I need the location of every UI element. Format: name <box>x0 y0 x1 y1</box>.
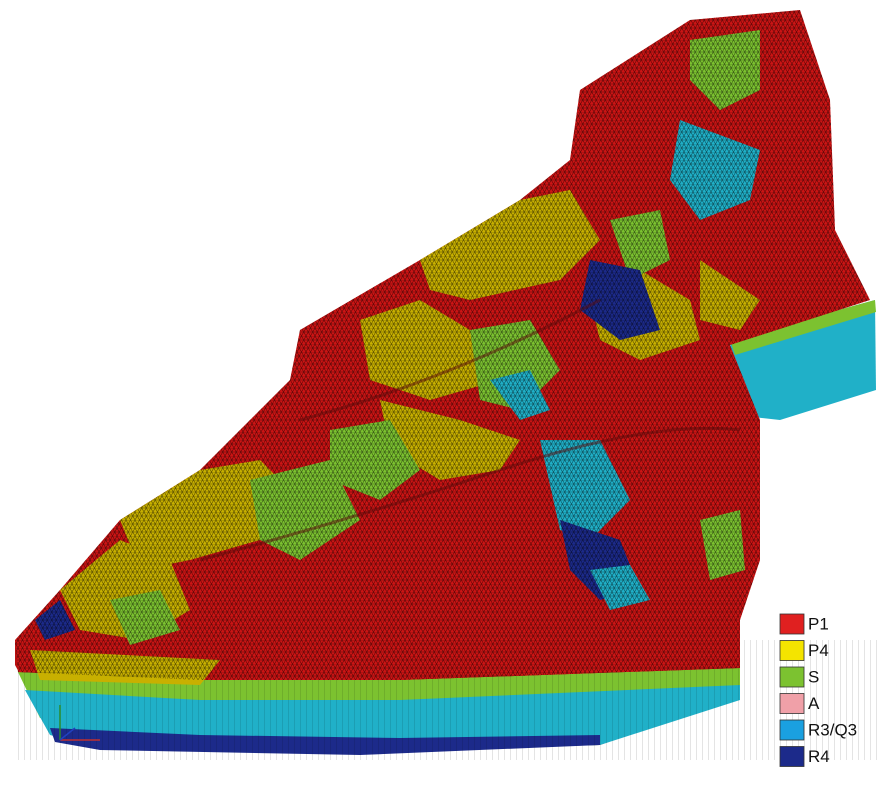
legend-swatch <box>780 667 804 687</box>
legend-label: S <box>808 667 819 686</box>
legend-label: R4 <box>808 747 830 766</box>
legend-swatch <box>780 747 804 767</box>
model-view: P1 P4 SA R3/Q3 R4 <box>0 0 879 794</box>
terrain-mesh <box>15 10 877 760</box>
legend-swatch <box>780 614 804 634</box>
legend-swatch <box>780 641 804 661</box>
legend-label: P4 <box>808 641 829 660</box>
legend-label: A <box>808 694 820 713</box>
legend-swatch <box>780 694 804 714</box>
legend-swatch <box>780 720 804 740</box>
legend-label: P1 <box>808 614 829 633</box>
legend-label: R3/Q3 <box>808 720 857 739</box>
